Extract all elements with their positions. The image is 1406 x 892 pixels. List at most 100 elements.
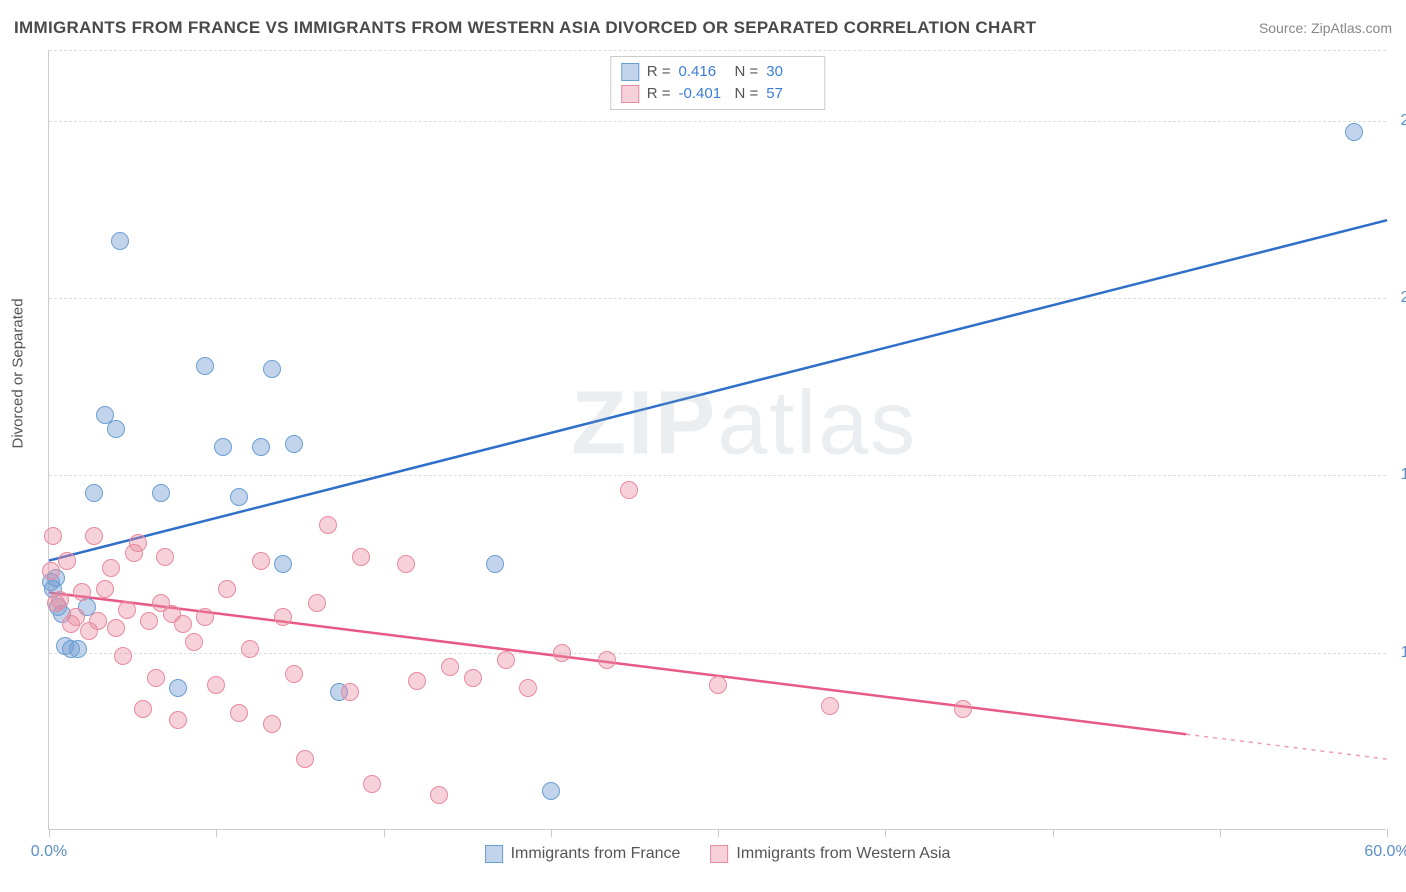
scatter-point: [519, 679, 537, 697]
scatter-point: [252, 552, 270, 570]
scatter-point: [821, 697, 839, 715]
scatter-point: [241, 640, 259, 658]
scatter-point: [263, 360, 281, 378]
scatter-point: [140, 612, 158, 630]
legend-row-france: R = 0.416 N = 30: [621, 61, 815, 83]
scatter-point: [44, 527, 62, 545]
r-label: R =: [647, 83, 671, 105]
scatter-point: [185, 633, 203, 651]
legend-swatch-france-icon: [485, 845, 503, 863]
scatter-point: [89, 612, 107, 630]
legend-item-wasia: Immigrants from Western Asia: [710, 845, 950, 863]
scatter-point: [218, 580, 236, 598]
scatter-point: [51, 591, 69, 609]
n-value-france: 30: [766, 61, 814, 83]
scatter-point: [169, 711, 187, 729]
n-label: N =: [735, 83, 759, 105]
scatter-point: [598, 651, 616, 669]
scatter-point: [308, 594, 326, 612]
scatter-point: [85, 527, 103, 545]
scatter-point: [147, 669, 165, 687]
scatter-point: [129, 534, 147, 552]
x-tick: [718, 829, 719, 837]
scatter-point: [230, 488, 248, 506]
scatter-point: [408, 672, 426, 690]
scatter-point: [42, 562, 60, 580]
scatter-point: [73, 583, 91, 601]
x-tick: [1053, 829, 1054, 837]
scatter-point: [230, 704, 248, 722]
scatter-point: [274, 555, 292, 573]
scatter-point: [118, 601, 136, 619]
scatter-point: [363, 775, 381, 793]
scatter-point: [464, 669, 482, 687]
y-axis-label: Divorced or Separated: [10, 298, 27, 448]
y-tick-label: 25.0%: [1391, 112, 1406, 130]
scatter-point: [553, 644, 571, 662]
n-label: N =: [735, 61, 759, 83]
plot-area: ZIPatlas R = 0.416 N = 30 R = -0.401 N =…: [48, 50, 1386, 830]
scatter-point: [107, 619, 125, 637]
n-value-wasia: 57: [766, 83, 814, 105]
scatter-point: [102, 559, 120, 577]
x-tick: [885, 829, 886, 837]
scatter-point: [497, 651, 515, 669]
legend-series: Immigrants from France Immigrants from W…: [485, 845, 951, 863]
scatter-point: [207, 676, 225, 694]
scatter-point: [85, 484, 103, 502]
scatter-point: [441, 658, 459, 676]
scatter-point: [252, 438, 270, 456]
scatter-point: [111, 232, 129, 250]
legend-correlation: R = 0.416 N = 30 R = -0.401 N = 57: [610, 56, 826, 110]
scatter-point: [1345, 123, 1363, 141]
y-tick-label: 20.0%: [1391, 289, 1406, 307]
scatter-point: [430, 786, 448, 804]
x-tick-label: 0.0%: [31, 843, 67, 861]
legend-label-wasia: Immigrants from Western Asia: [736, 845, 950, 863]
r-value-france: 0.416: [679, 61, 727, 83]
scatter-point: [263, 715, 281, 733]
scatter-point: [296, 750, 314, 768]
scatter-point: [58, 552, 76, 570]
legend-swatch-wasia: [621, 85, 639, 103]
x-tick: [1387, 829, 1388, 837]
scatter-point: [620, 481, 638, 499]
scatter-point: [954, 700, 972, 718]
r-label: R =: [647, 61, 671, 83]
scatter-point: [486, 555, 504, 573]
x-tick-label: 60.0%: [1364, 843, 1406, 861]
legend-label-france: Immigrants from France: [511, 845, 681, 863]
x-tick: [384, 829, 385, 837]
trend-lines: [49, 50, 1387, 830]
source-label: Source: ZipAtlas.com: [1259, 20, 1392, 36]
legend-swatch-france: [621, 63, 639, 81]
x-tick: [551, 829, 552, 837]
scatter-point: [174, 615, 192, 633]
scatter-point: [285, 665, 303, 683]
x-tick: [49, 829, 50, 837]
scatter-point: [96, 580, 114, 598]
r-value-wasia: -0.401: [679, 83, 727, 105]
scatter-point: [114, 647, 132, 665]
legend-swatch-wasia-icon: [710, 845, 728, 863]
scatter-point: [152, 484, 170, 502]
scatter-point: [134, 700, 152, 718]
chart-title: IMMIGRANTS FROM FRANCE VS IMMIGRANTS FRO…: [14, 18, 1036, 38]
chart-container: IMMIGRANTS FROM FRANCE VS IMMIGRANTS FRO…: [0, 0, 1406, 892]
scatter-point: [196, 357, 214, 375]
scatter-point: [397, 555, 415, 573]
scatter-point: [274, 608, 292, 626]
scatter-point: [69, 640, 87, 658]
scatter-point: [319, 516, 337, 534]
scatter-point: [352, 548, 370, 566]
scatter-point: [285, 435, 303, 453]
scatter-point: [709, 676, 727, 694]
x-tick: [1220, 829, 1221, 837]
scatter-point: [214, 438, 232, 456]
legend-item-france: Immigrants from France: [485, 845, 681, 863]
scatter-point: [196, 608, 214, 626]
scatter-point: [542, 782, 560, 800]
scatter-point: [169, 679, 187, 697]
scatter-point: [107, 420, 125, 438]
scatter-point: [67, 608, 85, 626]
